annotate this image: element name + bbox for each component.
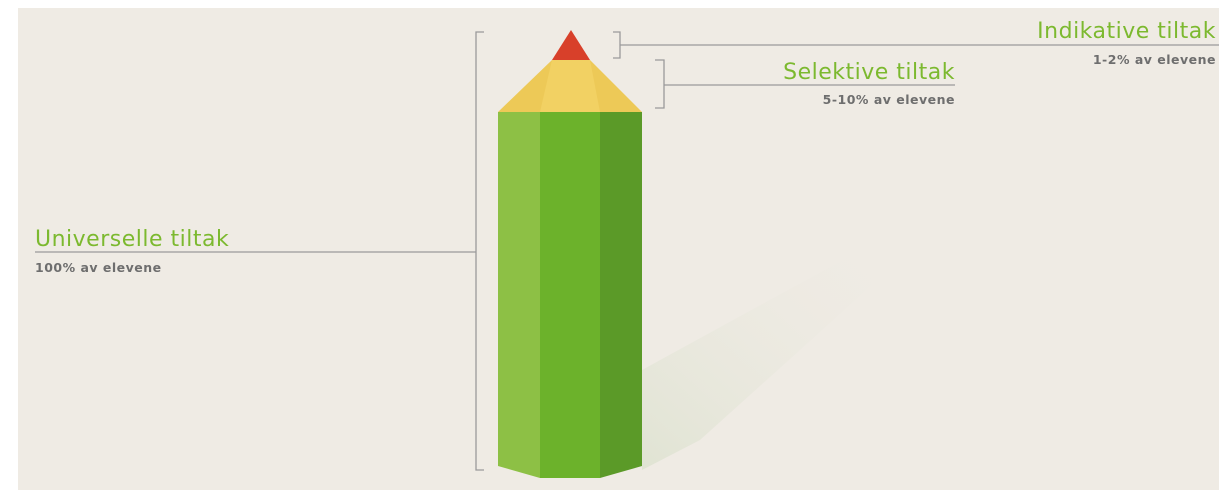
tier-title: Selektive tiltak	[783, 60, 955, 85]
pencil-face-middle	[540, 112, 600, 478]
pencil-face-left	[498, 112, 540, 478]
tier-title: Universelle tiltak	[35, 227, 229, 252]
tier-title: Indikative tiltak	[1037, 19, 1216, 44]
tier-subtitle: 1-2% av elevene	[1093, 52, 1216, 67]
tier-subtitle: 100% av elevene	[35, 260, 162, 275]
pencil-face-right	[600, 112, 642, 478]
infographic: Indikative tiltak 1-2% av elevene Selekt…	[0, 0, 1219, 491]
tier-subtitle: 5-10% av elevene	[823, 92, 955, 107]
